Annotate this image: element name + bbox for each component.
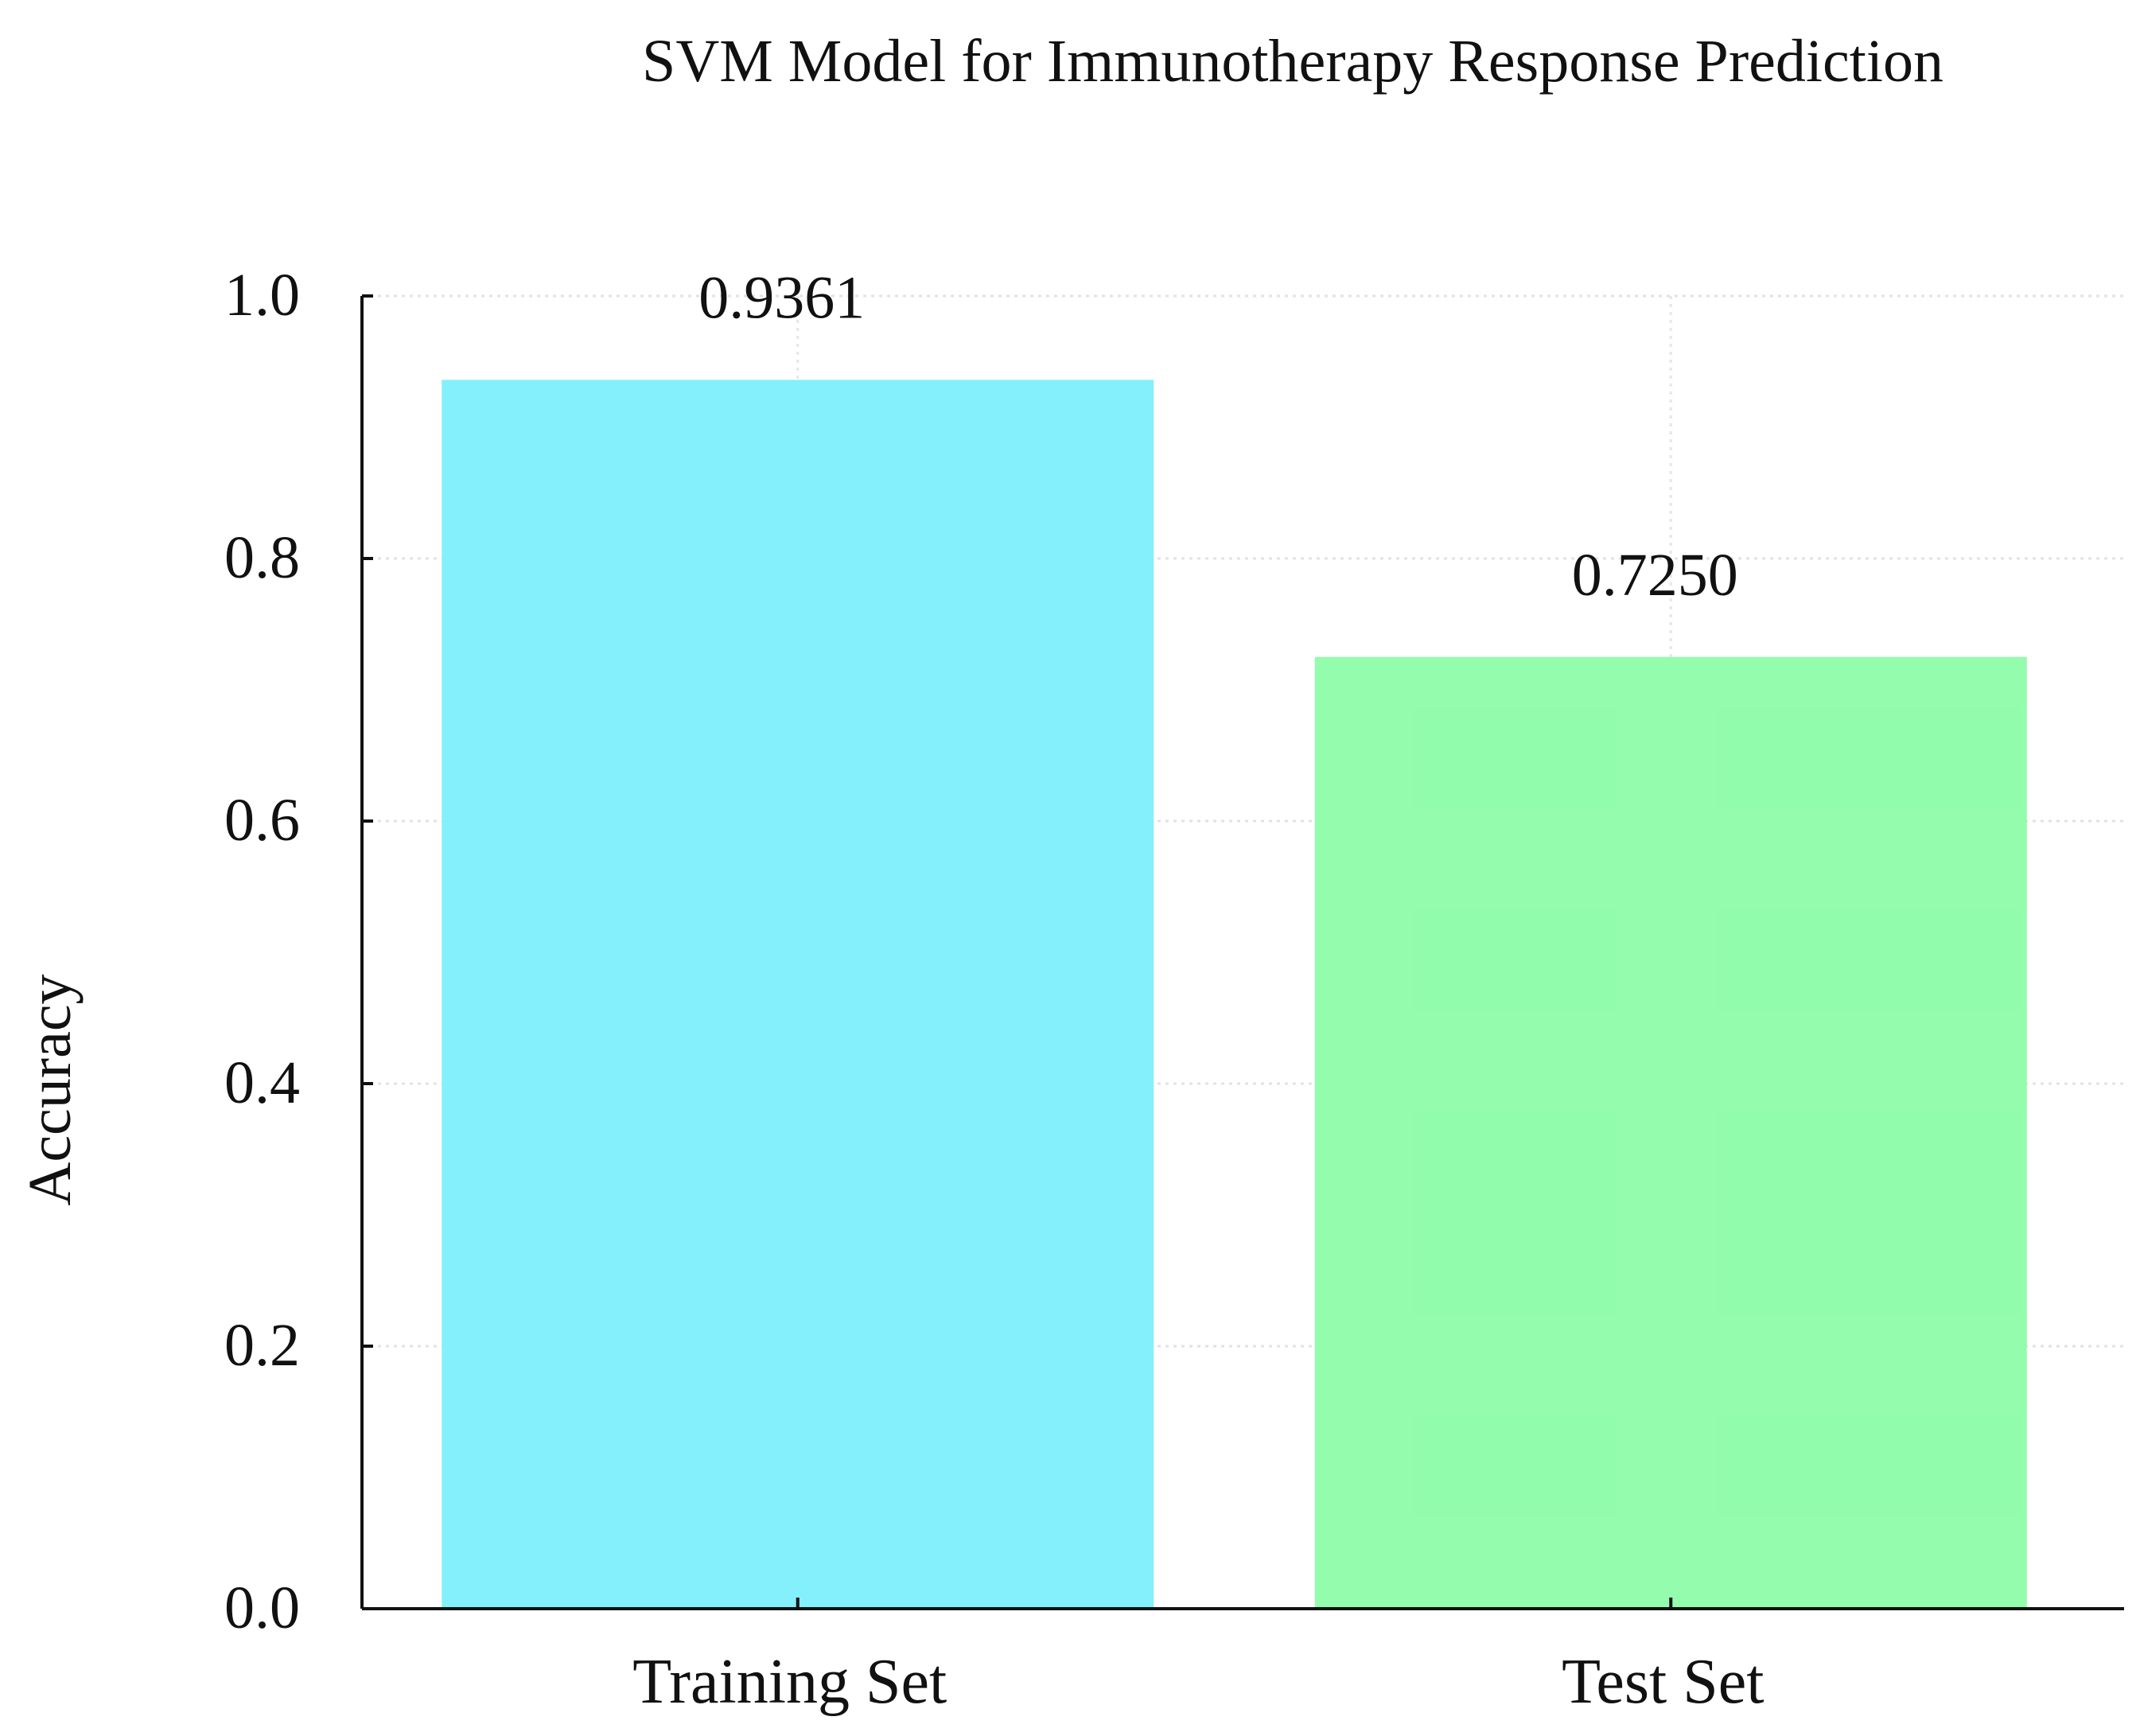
- y-tick-label: 0.2: [224, 1312, 300, 1379]
- y-tick-label: 0.4: [224, 1049, 300, 1116]
- y-tick-label: 0.8: [224, 524, 300, 591]
- x-tick-label: Test Set: [1562, 1647, 1764, 1717]
- y-axis-label: Accuracy: [17, 974, 84, 1205]
- chart-title: SVM Model for Immunotherapy Response Pre…: [642, 28, 1944, 95]
- x-tick-label: Training Set: [632, 1647, 947, 1717]
- y-tick-label: 1.0: [224, 262, 300, 329]
- axes: [360, 296, 2124, 1610]
- bar-value-label: 0.7250: [1572, 542, 1738, 609]
- bars: [442, 380, 2027, 1609]
- y-tick-label: 0.6: [224, 787, 300, 854]
- ticks: [362, 294, 1673, 1610]
- y-tick-label: 0.0: [224, 1574, 300, 1641]
- bar-test-set: [1314, 656, 2027, 1609]
- bar-value-label: 0.9361: [698, 264, 865, 331]
- bar-training-set: [442, 380, 1154, 1609]
- labels: 0.0 0.2 0.4 0.6 0.8 1.0 0.9361 Training Set 0.72…: [224, 262, 1764, 1717]
